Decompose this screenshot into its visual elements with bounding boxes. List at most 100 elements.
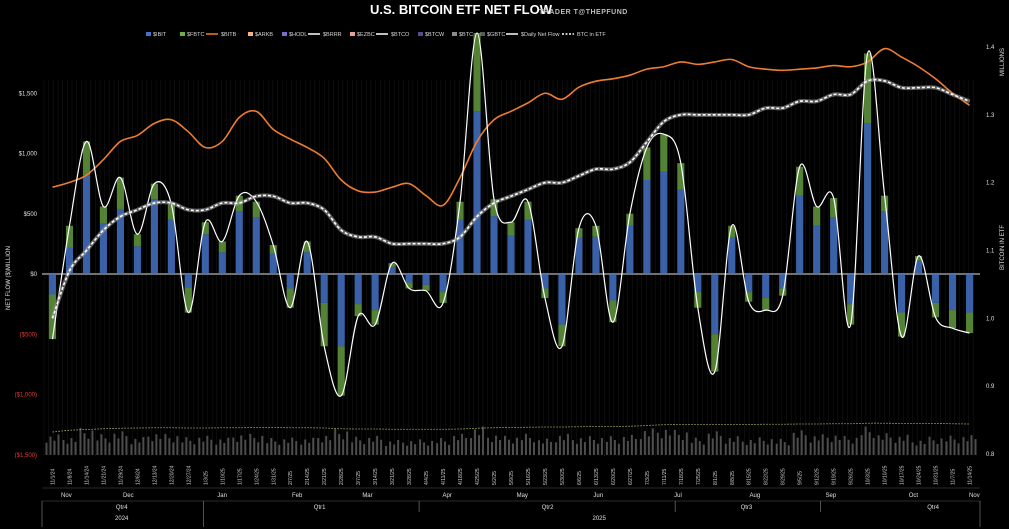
fbtc-bar: [762, 298, 770, 311]
ibit-bar: [252, 217, 260, 274]
volume-bar: [855, 437, 858, 455]
volume-bar: [745, 444, 748, 455]
fbtc-bar: [524, 201, 532, 220]
volume-bar: [495, 435, 498, 455]
volume-bar: [142, 437, 145, 455]
x-tick-label: 3/14/25: [373, 468, 379, 485]
volume-bar: [945, 441, 948, 455]
volume-bar: [325, 435, 328, 455]
volume-bar: [202, 441, 205, 455]
volume-bar: [758, 437, 761, 455]
volume-bar: [440, 438, 443, 455]
fbtc-bar: [558, 324, 566, 347]
volume-bar: [457, 440, 460, 455]
month-label: Nov: [969, 493, 980, 499]
x-tick-label: 10/3/25: [866, 468, 872, 485]
volume-bar: [338, 434, 341, 455]
year-label: 2025: [592, 516, 606, 522]
volume-bar: [410, 441, 413, 455]
volume-bar: [295, 441, 298, 455]
x-tick-label: 9/5/25: [798, 471, 804, 485]
ibit-bar: [269, 253, 277, 274]
legend-label: $EZBC: [357, 32, 375, 38]
ibit-bar: [677, 189, 685, 274]
fbtc-bar: [541, 288, 549, 299]
ibit-bar: [48, 274, 57, 295]
volume-bar: [240, 435, 243, 455]
month-label: May: [517, 493, 528, 499]
volume-bar: [753, 443, 756, 455]
x-tick-label: 11/29/24: [118, 466, 124, 485]
y-tick-label: ($500): [20, 332, 37, 338]
x-tick-label: 8/15/25: [747, 468, 753, 485]
volume-bar: [626, 441, 629, 455]
ibit-bar: [388, 266, 396, 274]
x-tick-label: 1/17/25: [237, 468, 243, 485]
volume-bar: [894, 442, 897, 455]
ibit-bar: [524, 219, 532, 274]
volume-bar: [312, 437, 315, 455]
volume-bar: [537, 440, 540, 455]
volume-bar: [470, 437, 473, 455]
y2-axis: 1.4 1.3 1.2 1.1 1.0 0.9 0.8: [986, 45, 995, 458]
volume-bar: [368, 437, 371, 455]
ibit-bar: [626, 225, 634, 274]
x-tick-label: 11/14/24: [84, 466, 90, 485]
ibit-bar: [184, 274, 192, 288]
volume-bar: [707, 433, 710, 455]
volume-bar: [911, 442, 914, 455]
volume-bar: [864, 426, 867, 455]
volume-bar: [270, 438, 273, 455]
fbtc-bar: [337, 346, 345, 396]
volume-bar: [838, 439, 841, 455]
volume-bar: [923, 443, 926, 455]
volume-bar: [249, 433, 252, 455]
ibit-bar: [830, 217, 838, 274]
ibit-bar: [813, 225, 821, 274]
fbtc-bar: [201, 222, 209, 235]
volume-bar: [575, 443, 578, 455]
volume-bar: [138, 442, 141, 455]
legend-item: $GBTC: [480, 32, 505, 38]
volume-bar: [159, 438, 162, 455]
y2-tick-label: 1.2: [986, 181, 995, 187]
volume-bar: [775, 443, 778, 455]
volume-bar: [749, 439, 752, 455]
volume-bar: [843, 435, 846, 455]
x-tick-label: 10/17/25: [900, 465, 906, 485]
month-label: Oct: [909, 493, 919, 499]
volume-bar: [461, 433, 464, 455]
volume-bar: [423, 442, 426, 455]
legend-label: $BTCO: [391, 32, 410, 38]
legend-swatch: [248, 32, 253, 36]
volume-bar: [215, 444, 218, 455]
fbtc-bar: [269, 245, 277, 254]
fbtc-bar: [881, 195, 889, 212]
volume-bar: [504, 435, 506, 455]
volume-bar: [155, 434, 158, 455]
ibit-bar: [422, 274, 430, 285]
volume-bar: [164, 434, 167, 455]
volume-bar: [532, 442, 535, 455]
y-tick-label: $1,500: [19, 91, 38, 97]
x-tick-label: 2/21/25: [322, 468, 328, 485]
volume-bar: [605, 441, 608, 455]
ibit-bar: [762, 274, 770, 299]
x-tick-label: 1/10/25: [220, 468, 226, 485]
volume-bar: [664, 429, 667, 455]
x-tick-label: 1/24/25: [254, 468, 260, 485]
ibit-bar: [592, 236, 600, 274]
volume-bar: [966, 441, 969, 455]
legend-item: $BRRR: [308, 32, 342, 38]
quarter-label: Qtr1: [314, 505, 326, 511]
fbtc-bar: [99, 206, 108, 224]
volume-bar: [100, 434, 103, 455]
fbtc-bar: [286, 288, 294, 308]
x-tick-label: 8/22/25: [764, 468, 770, 485]
volume-bar: [783, 442, 786, 455]
fbtc-bar: [694, 292, 702, 308]
volume-bar: [928, 436, 931, 455]
volume-bar: [813, 436, 816, 455]
volume-bar: [588, 436, 591, 455]
x-tick-label: 9/26/25: [849, 468, 855, 485]
